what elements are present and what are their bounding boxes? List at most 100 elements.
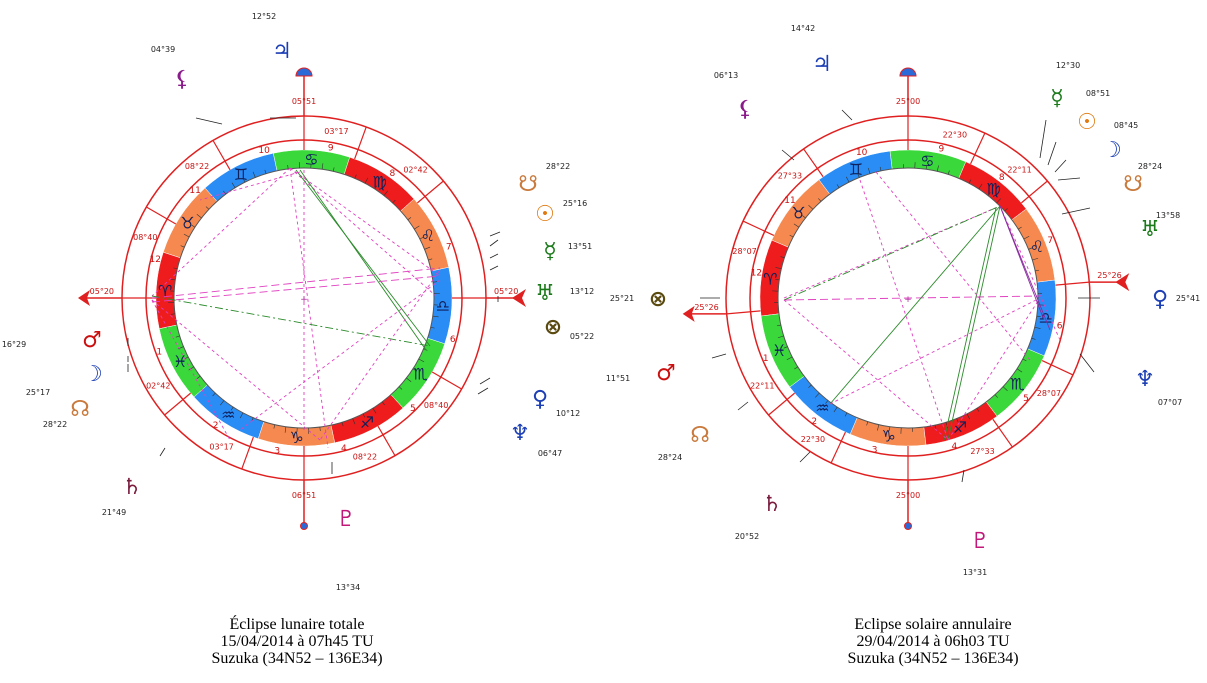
- degree-tick: [252, 171, 256, 178]
- caption-date: 15/04/2014 à 07h45 TU: [220, 633, 374, 650]
- degree-ticks: [168, 162, 440, 434]
- south-node-icon: ☋: [1123, 172, 1143, 197]
- angular-axes: 05°20 05°20 05°51 06°51: [78, 67, 526, 530]
- house-number: 7: [1047, 236, 1053, 246]
- mercury-marker: ☿ 12°30: [1039, 61, 1080, 159]
- degree-tick: [783, 346, 788, 349]
- venus-pointer-line: [479, 377, 491, 385]
- sign-glyph-leo: ♌: [421, 226, 435, 245]
- moon-degree: 08°45: [1114, 121, 1138, 130]
- house-cusp-line: [726, 310, 761, 315]
- ascendant-arrow: [78, 290, 90, 306]
- aspect-line: [999, 205, 1045, 321]
- zodiac-ring: ♋♊♉♈♓♒♑♐♏♎♌♍: [759, 149, 1057, 447]
- north-node-icon: ☊: [690, 423, 710, 448]
- aspect-lines: +: [151, 167, 441, 449]
- saturn-icon: ♄: [122, 475, 142, 500]
- aspect-line: [783, 205, 1001, 301]
- house-cusp-degree: 22°30: [801, 435, 825, 444]
- north-node-degree: 28°22: [43, 420, 67, 429]
- sign-glyph-taurus: ♉: [180, 213, 194, 232]
- south-node-degree: 28°22: [546, 162, 570, 171]
- house-cusp-line: [1020, 180, 1048, 204]
- degree-tick: [180, 245, 185, 248]
- saturn-marker: ♄ 20°52: [735, 451, 811, 541]
- mars-icon: ♂: [82, 328, 102, 353]
- house-number: 8: [999, 173, 1005, 183]
- aspect-line: [943, 207, 997, 441]
- sun-degree: 25°16: [563, 199, 587, 208]
- pluto-marker: ♇ 13°34: [331, 462, 360, 592]
- degree-tick: [818, 198, 822, 202]
- mercury-icon: ☿: [1050, 86, 1064, 111]
- mercury-degree: 13°51: [568, 242, 592, 251]
- sign-glyph-cancer: ♋: [304, 150, 318, 169]
- moon-marker: ☽ 25°17: [26, 356, 129, 397]
- neptune-degree: 07°07: [1158, 398, 1182, 407]
- house-cusp-degree: 03°17: [209, 443, 233, 452]
- aspect-line: [947, 297, 1041, 441]
- house-cusp-degree: 27°33: [778, 172, 802, 181]
- degree-tick: [794, 366, 798, 370]
- caption-title: Eclipse solaire annulaire: [854, 616, 1012, 633]
- aspect-line: [295, 169, 431, 347]
- degree-tick: [374, 185, 378, 190]
- house-number: 9: [328, 143, 334, 153]
- jupiter-icon: ♃: [272, 39, 292, 64]
- degree-tick: [173, 267, 178, 270]
- mars-degree: 11°51: [606, 374, 630, 383]
- degree-tick: [777, 335, 784, 339]
- south-node-marker: ☋28°24: [1057, 162, 1162, 197]
- sign-glyph-pisces: ♓: [772, 341, 786, 360]
- degree-tick: [412, 368, 417, 372]
- imum-coeli-degree: 25°00: [896, 491, 920, 500]
- imum-coeli-marker: [300, 522, 308, 530]
- pluto-degree: 13°34: [336, 583, 360, 592]
- sign-glyph-aries: ♈: [763, 270, 777, 289]
- degree-tick: [242, 178, 246, 183]
- degree-tick: [332, 167, 335, 172]
- house-cusp-line: [354, 126, 367, 160]
- house-cusp-degree: 08°40: [424, 401, 448, 410]
- aspect-line: [289, 167, 329, 449]
- house-cusp-degree: 03°17: [324, 127, 348, 136]
- lilith-pointer-line: [781, 149, 795, 161]
- degree-tick: [1023, 235, 1030, 240]
- solar-eclipse-chart: ♋♊♉♈♓♒♑ ♐♏♎♌♍1222°11322°304527°33628°0778…: [606, 24, 1200, 577]
- descendant-marker: [1115, 273, 1130, 292]
- degree-tick: [223, 190, 227, 195]
- house-number: 10: [856, 148, 868, 158]
- house-number: 10: [258, 146, 270, 156]
- house-number: 11: [189, 186, 200, 196]
- sun-pointer-line: [1047, 141, 1057, 166]
- north-node-marker: ☊28°22: [43, 364, 129, 429]
- aspect-lines: +: [783, 171, 1061, 441]
- moon-marker: ☽ 08°45: [1054, 121, 1138, 173]
- degree-tick: [845, 176, 850, 183]
- house-cusp-line: [146, 206, 177, 225]
- saturn-pointer-line: [159, 447, 166, 457]
- aspect-line: [947, 205, 1001, 441]
- house-cusp-line: [1041, 360, 1074, 376]
- house-number: 4: [951, 442, 957, 452]
- caption-place: Suzuka (34N52 – 136E34): [847, 650, 1019, 667]
- house-cusp-line: [970, 132, 986, 165]
- degree-tick: [947, 170, 950, 175]
- degree-tick: [775, 267, 782, 270]
- degree-tick: [196, 214, 202, 219]
- midheaven-degree: 05°51: [292, 97, 316, 106]
- degree-tick: [205, 206, 210, 210]
- degree-tick: [1004, 208, 1008, 212]
- lilith-marker: ⚸ 06°13: [714, 71, 795, 161]
- north-node-degree: 28°24: [658, 453, 682, 462]
- degree-tick: [432, 315, 439, 318]
- degree-tick: [414, 225, 420, 230]
- sign-glyph-sagittarius: ♐: [360, 413, 374, 432]
- uranus-pointer-line: [489, 265, 499, 271]
- caption-title: Éclipse lunaire totale: [229, 616, 365, 633]
- house-cusp-line: [768, 392, 796, 416]
- house-number: 3: [872, 445, 878, 455]
- house-cusp-degree: 22°11: [750, 382, 774, 391]
- saturn-degree: 20°52: [735, 532, 759, 541]
